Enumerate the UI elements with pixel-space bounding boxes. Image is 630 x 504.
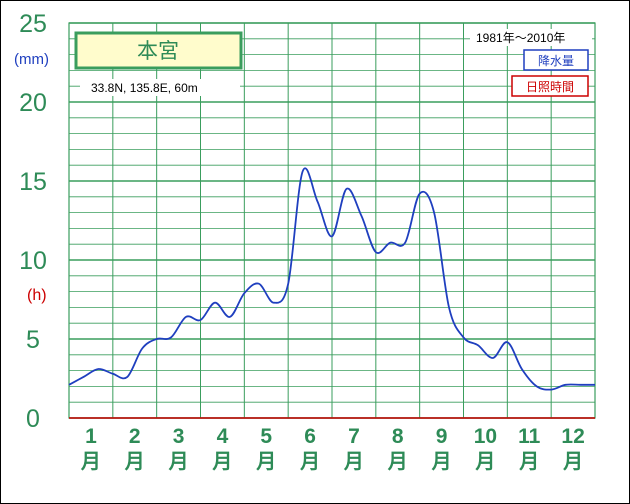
y-axis-ticks: 0 5 10 15 20 25	[19, 10, 47, 433]
chart-title: 本宮	[137, 39, 179, 63]
y-tick-label: 5	[26, 326, 40, 354]
x-tick-month-number: 3	[173, 425, 185, 448]
x-tick-month-number: 8	[392, 425, 404, 448]
x-tick-month-unit: 月	[387, 449, 408, 473]
x-tick-month-unit: 月	[299, 449, 320, 473]
x-tick-month-unit: 月	[168, 449, 189, 473]
legend-precip-label: 降水量	[538, 54, 574, 68]
legend-precip-box	[523, 49, 589, 71]
x-tick-month-unit: 月	[474, 449, 495, 473]
y-tick-label: 10	[19, 247, 47, 275]
x-tick-month-number: 5	[260, 425, 272, 448]
x-tick-month-number: 6	[304, 425, 316, 448]
period-box	[470, 29, 592, 46]
x-tick-month-unit: 月	[562, 449, 583, 473]
x-tick-month-number: 2	[129, 425, 141, 448]
y-tick-label: 0	[26, 405, 40, 433]
x-tick-month-number: 11	[518, 425, 541, 448]
x-tick-month-unit: 月	[124, 449, 145, 473]
legend-sunshine-label: 日照時間	[526, 80, 574, 94]
x-tick-month-number: 9	[436, 425, 448, 448]
x-tick-month-number: 1	[85, 425, 97, 448]
y-unit-mm: (mm)	[14, 51, 49, 68]
x-tick-month-unit: 月	[518, 449, 539, 473]
x-tick-month-unit: 月	[255, 449, 276, 473]
location-box	[80, 79, 240, 96]
location-text: 33.8N, 135.8E, 60m	[91, 81, 198, 95]
x-tick-month-number: 7	[348, 425, 360, 448]
x-tick-month-number: 10	[474, 425, 497, 448]
period-text: 1981年～2010年	[476, 31, 565, 45]
x-tick-month-number: 4	[217, 425, 229, 448]
legend-sunshine-box	[511, 75, 589, 97]
series-line-precipitation	[68, 167, 595, 391]
y-unit-h: (h)	[27, 287, 47, 304]
y-tick-label: 20	[19, 89, 47, 117]
y-tick-label: 15	[19, 168, 47, 196]
y-tick-label: 25	[19, 10, 47, 38]
x-tick-month-unit: 月	[80, 449, 101, 473]
series-layer	[68, 167, 595, 391]
x-tick-month-number: 12	[561, 425, 584, 448]
title-box	[74, 31, 243, 70]
x-tick-month-unit: 月	[343, 449, 364, 473]
x-tick-month-unit: 月	[211, 449, 232, 473]
x-tick-month-unit: 月	[431, 449, 452, 473]
